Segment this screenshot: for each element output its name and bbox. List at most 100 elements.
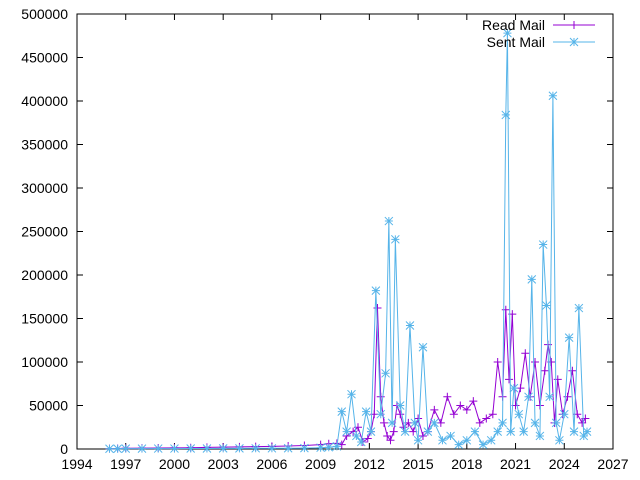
data-point (538, 240, 548, 249)
data-point (251, 443, 261, 453)
data-point (514, 409, 524, 419)
data-point (564, 333, 574, 342)
y-tick-label: 0 (60, 441, 68, 457)
data-point (449, 410, 458, 419)
data-point (361, 407, 371, 416)
data-point (470, 427, 480, 436)
data-point (170, 444, 179, 453)
data-point (475, 418, 484, 427)
data-point (409, 427, 418, 436)
data-point (469, 397, 478, 406)
data-point (521, 349, 530, 358)
series-sent-mail (105, 28, 592, 454)
data-point (418, 431, 427, 440)
data-point (531, 358, 540, 366)
x-tick-label: 2024 (549, 456, 580, 472)
data-point (356, 437, 366, 447)
data-point (527, 274, 537, 284)
data-point (570, 21, 578, 29)
data-point (443, 392, 452, 401)
data-point (569, 427, 579, 436)
data-point (387, 418, 397, 428)
data-point (395, 401, 405, 410)
data-point (389, 427, 398, 436)
x-tick-label: 1994 (61, 456, 92, 472)
data-point (462, 435, 472, 445)
data-point (578, 418, 587, 427)
data-point (579, 431, 589, 441)
data-point (462, 405, 471, 414)
data-point (324, 442, 334, 452)
data-point (410, 418, 420, 428)
data-point (559, 409, 569, 419)
data-point (498, 418, 507, 428)
data-point (429, 418, 439, 428)
data-point (384, 216, 394, 226)
data-point (390, 234, 400, 244)
data-point (456, 401, 465, 410)
data-point (493, 358, 502, 366)
y-tick-label: 450000 (21, 50, 68, 66)
data-point (418, 342, 428, 352)
data-point (503, 28, 512, 38)
data-point (454, 440, 464, 450)
data-point (218, 444, 228, 453)
data-point (347, 389, 356, 399)
data-point (530, 418, 540, 428)
data-point (509, 383, 519, 393)
data-point (501, 305, 510, 314)
data-point (486, 435, 496, 445)
plot-border (76, 13, 614, 450)
data-point (405, 321, 415, 330)
data-point (202, 444, 212, 453)
data-point (386, 436, 395, 445)
data-point (342, 427, 351, 436)
data-point (574, 303, 584, 313)
axes: 0 50000 100000 150000 200000 250000 300000 3500… (21, 6, 628, 472)
data-point (488, 410, 497, 419)
data-point (153, 444, 163, 453)
y-tick-label: 50000 (29, 398, 68, 414)
data-point (542, 301, 551, 310)
data-point (267, 443, 277, 453)
data-point (568, 366, 577, 375)
x-tick-label: 2006 (256, 456, 287, 472)
data-point (383, 431, 392, 440)
y-tick-label: 500000 (21, 6, 68, 22)
data-point (582, 427, 592, 436)
data-point (413, 435, 423, 445)
data-point (430, 405, 439, 414)
data-point (186, 444, 196, 453)
legend-label: Read Mail (482, 17, 545, 33)
data-point (438, 435, 447, 445)
data-point (501, 110, 511, 120)
data-point (493, 427, 503, 436)
data-point (352, 431, 361, 441)
y-tick-label: 400000 (21, 93, 68, 109)
data-point (551, 418, 561, 428)
x-tick-label: 2009 (305, 456, 336, 472)
data-point (535, 431, 545, 441)
data-point (506, 427, 516, 436)
data-point (396, 410, 405, 419)
data-point (569, 37, 579, 47)
data-point (105, 444, 114, 454)
data-point (478, 440, 488, 450)
data-point (400, 427, 410, 436)
data-point (524, 392, 533, 402)
y-tick-label: 100000 (21, 354, 68, 370)
x-tick-label: 2027 (597, 456, 628, 472)
data-point (414, 414, 423, 423)
data-point (332, 442, 342, 451)
x-tick-label: 1997 (110, 456, 141, 472)
data-point (316, 443, 325, 453)
data-point (505, 375, 514, 384)
data-point (235, 444, 244, 453)
y-tick-label: 300000 (21, 180, 68, 196)
data-point (283, 443, 293, 453)
data-point (548, 91, 558, 101)
data-point (482, 414, 491, 423)
x-tick-label: 2003 (208, 456, 239, 472)
data-point (379, 418, 388, 427)
